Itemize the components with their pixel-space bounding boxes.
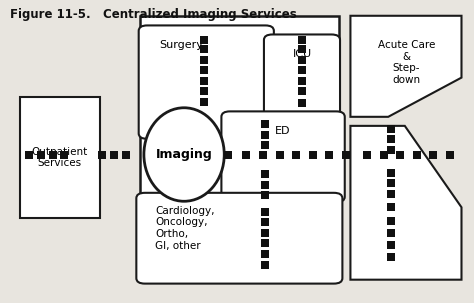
Point: [363, 152, 371, 157]
Point: [200, 38, 208, 42]
Point: [37, 152, 45, 157]
FancyBboxPatch shape: [137, 193, 342, 284]
Point: [262, 193, 269, 198]
Point: [298, 68, 306, 72]
Text: Acute Care
&
Step-
down: Acute Care & Step- down: [377, 40, 435, 85]
Point: [387, 137, 394, 142]
FancyBboxPatch shape: [221, 112, 345, 202]
Point: [325, 152, 333, 157]
Polygon shape: [350, 16, 462, 117]
Point: [298, 38, 306, 42]
Point: [200, 78, 208, 83]
Point: [262, 220, 269, 225]
Point: [387, 218, 394, 223]
Point: [259, 152, 267, 157]
Point: [262, 262, 269, 267]
Point: [200, 68, 208, 72]
Point: [262, 132, 269, 137]
Point: [387, 255, 394, 259]
Point: [387, 243, 394, 248]
Point: [292, 152, 300, 157]
Ellipse shape: [144, 108, 224, 201]
Point: [387, 170, 394, 175]
Point: [262, 251, 269, 256]
Bar: [140, 16, 338, 281]
Point: [387, 231, 394, 235]
Bar: [19, 97, 100, 218]
Text: Surgery: Surgery: [159, 40, 203, 50]
Polygon shape: [350, 126, 462, 280]
Point: [224, 152, 231, 157]
Point: [200, 89, 208, 94]
Point: [387, 126, 394, 131]
Point: [262, 241, 269, 246]
Point: [298, 78, 306, 83]
Text: ICU: ICU: [292, 49, 311, 59]
Point: [110, 152, 118, 157]
Point: [262, 182, 269, 187]
Point: [262, 231, 269, 235]
Point: [413, 152, 420, 157]
Point: [243, 152, 250, 157]
Point: [49, 152, 56, 157]
Point: [262, 122, 269, 127]
Point: [342, 152, 349, 157]
Point: [387, 148, 394, 152]
Point: [298, 89, 306, 94]
Point: [99, 152, 106, 157]
Point: [309, 152, 317, 157]
Point: [387, 205, 394, 210]
Text: Imaging: Imaging: [155, 148, 212, 161]
Point: [61, 152, 68, 157]
Text: ED: ED: [275, 126, 291, 136]
Text: Figure 11-5.   Centralized Imaging Services: Figure 11-5. Centralized Imaging Service…: [10, 8, 297, 21]
FancyBboxPatch shape: [264, 35, 340, 130]
Point: [380, 152, 387, 157]
Point: [429, 152, 437, 157]
Point: [262, 143, 269, 148]
Point: [276, 152, 283, 157]
Point: [122, 152, 130, 157]
Point: [387, 181, 394, 186]
Text: Cardiology,
Oncology,
Ortho,
GI, other: Cardiology, Oncology, Ortho, GI, other: [155, 206, 215, 251]
Point: [25, 152, 33, 157]
Point: [262, 209, 269, 214]
Point: [200, 47, 208, 52]
FancyBboxPatch shape: [139, 25, 274, 139]
Point: [298, 101, 306, 106]
Point: [298, 57, 306, 62]
Point: [298, 47, 306, 52]
Point: [200, 99, 208, 104]
Point: [396, 152, 404, 157]
Point: [262, 172, 269, 177]
Text: Outpatient
Services: Outpatient Services: [32, 147, 88, 168]
Point: [200, 57, 208, 62]
Point: [446, 152, 454, 157]
Point: [387, 191, 394, 196]
